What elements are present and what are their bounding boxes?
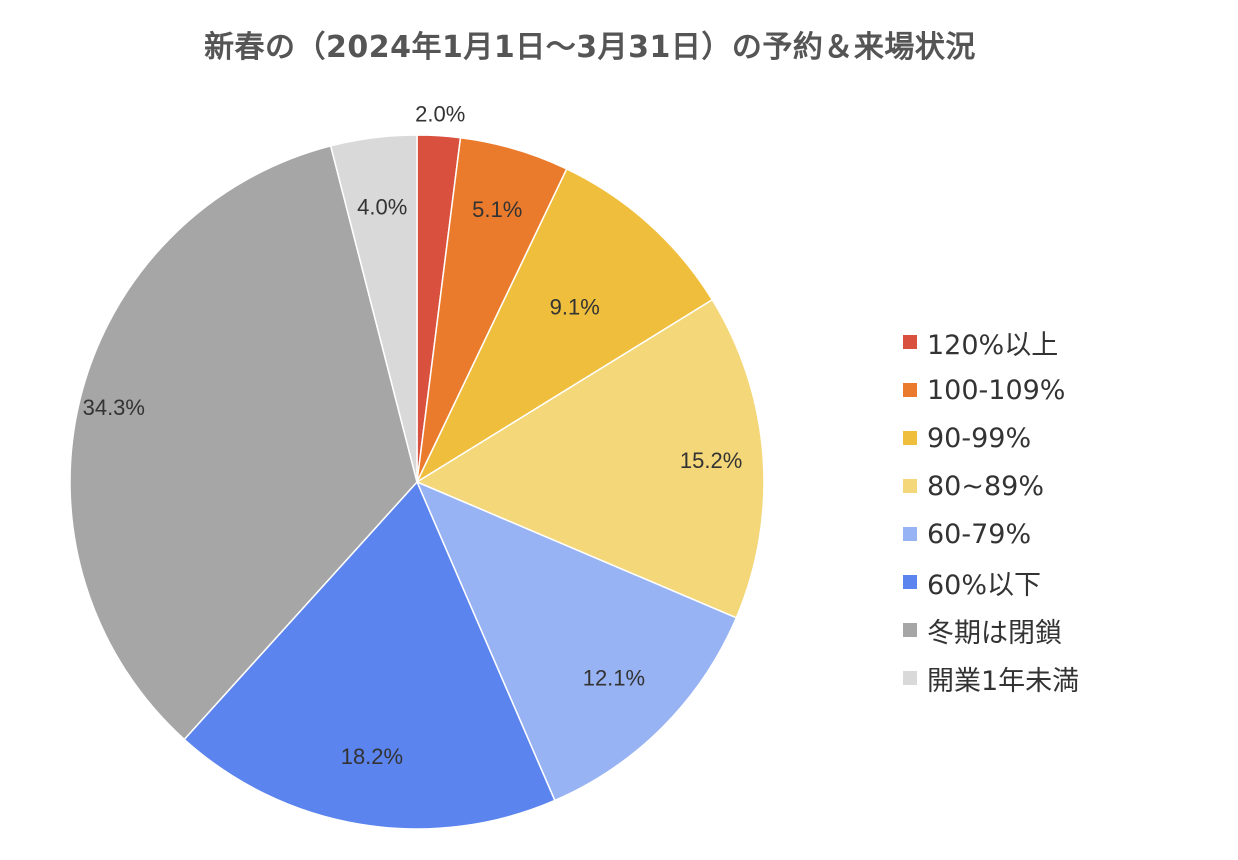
legend-item: 60%以下 [903, 558, 1223, 606]
slice-data-label: 18.2% [341, 744, 403, 769]
pie-slice [415, 298, 765, 619]
legend-label: 90-99% [927, 422, 1032, 454]
legend-item: 冬期は閉鎖 [903, 606, 1223, 654]
pie-slice [69, 144, 418, 741]
legend-label: 開業1年未満 [927, 665, 1080, 697]
legend-swatch [903, 623, 917, 637]
slice-data-label: 2.0% [415, 102, 465, 127]
pie-slices [69, 134, 765, 830]
chart-legend: 120%以上 100-109% 90-99% 80~89% 60-79% 60%以下冬期は… [903, 318, 1223, 702]
legend-swatch [903, 383, 917, 397]
legend-swatch [903, 527, 917, 541]
slice-data-label: 9.1% [550, 295, 600, 320]
legend-label: 冬期は閉鎖 [927, 617, 1062, 649]
legend-swatch [903, 671, 917, 685]
pie-slice [415, 480, 738, 802]
legend-item: 60-79% [903, 510, 1223, 558]
legend-swatch [903, 335, 917, 349]
legend-swatch [903, 431, 917, 445]
legend-item: 開業1年未満 [903, 654, 1223, 702]
legend-item: 100-109% [903, 366, 1223, 414]
legend-swatch [903, 479, 917, 493]
chart-title: 新春の（2024年1月1日～3月31日）の予約＆来場状況 [204, 30, 976, 65]
slice-data-label: 15.2% [680, 448, 742, 473]
legend-label: 120%以上 [927, 329, 1059, 361]
slice-data-label: 34.3% [83, 395, 145, 420]
legend-swatch [903, 575, 917, 589]
pie-slice [183, 480, 556, 830]
legend-item: 80~89% [903, 462, 1223, 510]
legend-label: 60-79% [927, 518, 1032, 550]
legend-item: 120%以上 [903, 318, 1223, 366]
legend-label: 60%以下 [927, 569, 1042, 601]
pie-slice [329, 134, 418, 483]
pie-slice [415, 167, 714, 484]
slice-data-label: 4.0% [357, 195, 407, 220]
legend-item: 90-99% [903, 414, 1223, 462]
legend-label: 80~89% [927, 470, 1044, 502]
pie-slice-labels: 2.0% 5.1% 9.1% 15.2% 12.1% 18.2% 34.3% 4.0% [83, 102, 743, 769]
slice-data-label: 12.1% [583, 666, 645, 691]
slice-data-label: 5.1% [472, 197, 522, 222]
legend-label: 100-109% [927, 374, 1066, 406]
